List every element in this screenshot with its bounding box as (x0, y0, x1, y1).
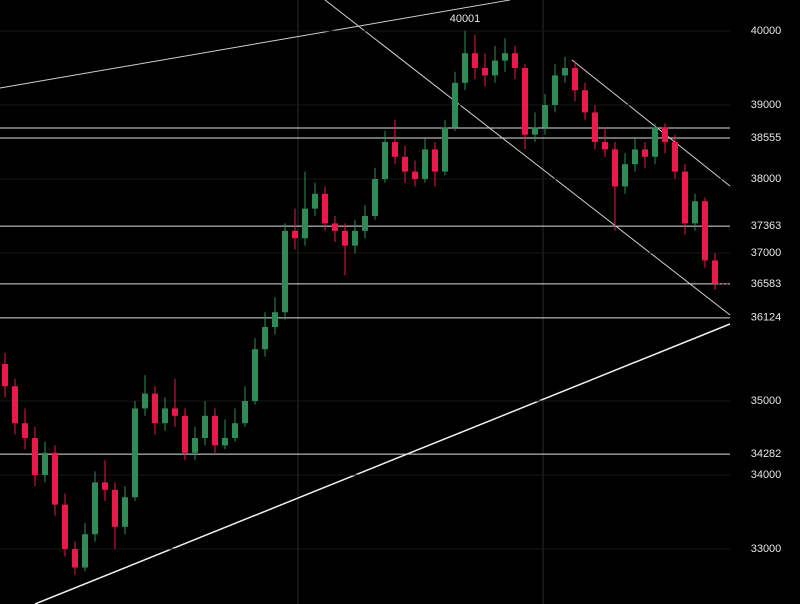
candle-body (172, 408, 178, 416)
candle-body (322, 193, 328, 224)
candle-body (52, 452, 58, 505)
candle-body (342, 230, 348, 246)
candle-body (402, 156, 408, 172)
candle-body (412, 171, 418, 180)
candle-body (462, 53, 468, 83)
candle-body (102, 482, 108, 490)
candle-body (282, 230, 288, 313)
candle-body (132, 408, 138, 498)
y-tick-label: 38555 (751, 132, 782, 144)
high-annotation: 40001 (450, 13, 481, 25)
candle-body (562, 68, 568, 76)
candle-body (702, 201, 708, 261)
candle-body (142, 393, 148, 409)
candle-body (582, 90, 588, 113)
candle-body (2, 364, 8, 387)
candle-body (542, 105, 548, 128)
candle-body (112, 489, 118, 527)
candle-body (32, 438, 38, 476)
candle-body (12, 386, 18, 424)
y-tick-label: 34282 (751, 448, 782, 460)
candle-body (692, 201, 698, 224)
candle-body (352, 230, 358, 246)
candle-body (632, 149, 638, 165)
candle-body (612, 149, 618, 187)
candle-body (382, 142, 388, 180)
candle-body (622, 164, 628, 187)
y-tick-label: 36583 (751, 278, 782, 290)
candle-body (152, 393, 158, 424)
candle-body (202, 415, 208, 439)
y-tick-label: 33000 (751, 543, 782, 555)
y-tick-label: 35000 (751, 395, 782, 407)
candle-body (522, 68, 528, 135)
support-line (34, 323, 731, 604)
candle-body (302, 208, 308, 239)
candle-body (662, 127, 668, 143)
candle-body (162, 408, 168, 424)
candle-body (262, 327, 268, 350)
candle-body (652, 127, 658, 157)
candle-body (272, 312, 278, 328)
candle-body (212, 415, 218, 446)
candle-body (42, 452, 48, 476)
candle-body (482, 68, 488, 76)
channel-lower (324, 0, 731, 316)
candle-body (242, 401, 248, 424)
candle-body (372, 179, 378, 217)
trend-line (0, 0, 511, 89)
candle-body (312, 193, 318, 209)
candle-body (92, 482, 98, 535)
candle-body (182, 415, 188, 453)
candle-body (642, 149, 648, 157)
candle-body (452, 82, 458, 128)
candle-body (472, 53, 478, 69)
y-tick-label: 37363 (751, 220, 782, 232)
y-tick-label: 38000 (751, 173, 782, 185)
candle-body (602, 142, 608, 150)
candle-body (62, 504, 68, 550)
candle-body (552, 75, 558, 106)
candle-body (502, 53, 508, 61)
candle-body (82, 534, 88, 568)
candle-body (572, 68, 578, 91)
candle-body (292, 230, 298, 239)
candle-body (72, 549, 78, 568)
candle-body (422, 149, 428, 180)
candle-body (492, 60, 498, 76)
y-tick-label: 39000 (751, 99, 782, 111)
candle-body (232, 423, 238, 439)
channel-upper (571, 59, 731, 187)
y-tick-label: 40000 (751, 25, 782, 37)
candle-body (332, 223, 338, 231)
y-tick-label: 36124 (751, 312, 782, 324)
candle-body (432, 149, 438, 172)
candle-body (442, 127, 448, 172)
candle-body (672, 142, 678, 172)
y-tick-label: 37000 (751, 247, 782, 259)
candle-body (512, 53, 518, 69)
candle-body (252, 349, 258, 402)
candle-body (532, 127, 538, 135)
candle-body (362, 216, 368, 231)
y-tick-label: 34000 (751, 469, 782, 481)
candle-body (22, 423, 28, 439)
candle-body (712, 260, 718, 284)
candle-body (682, 171, 688, 224)
candle-body (592, 112, 598, 143)
candle-body (192, 438, 198, 453)
candle-body (122, 497, 128, 527)
candle-body (392, 142, 398, 157)
candle-body (222, 438, 228, 446)
